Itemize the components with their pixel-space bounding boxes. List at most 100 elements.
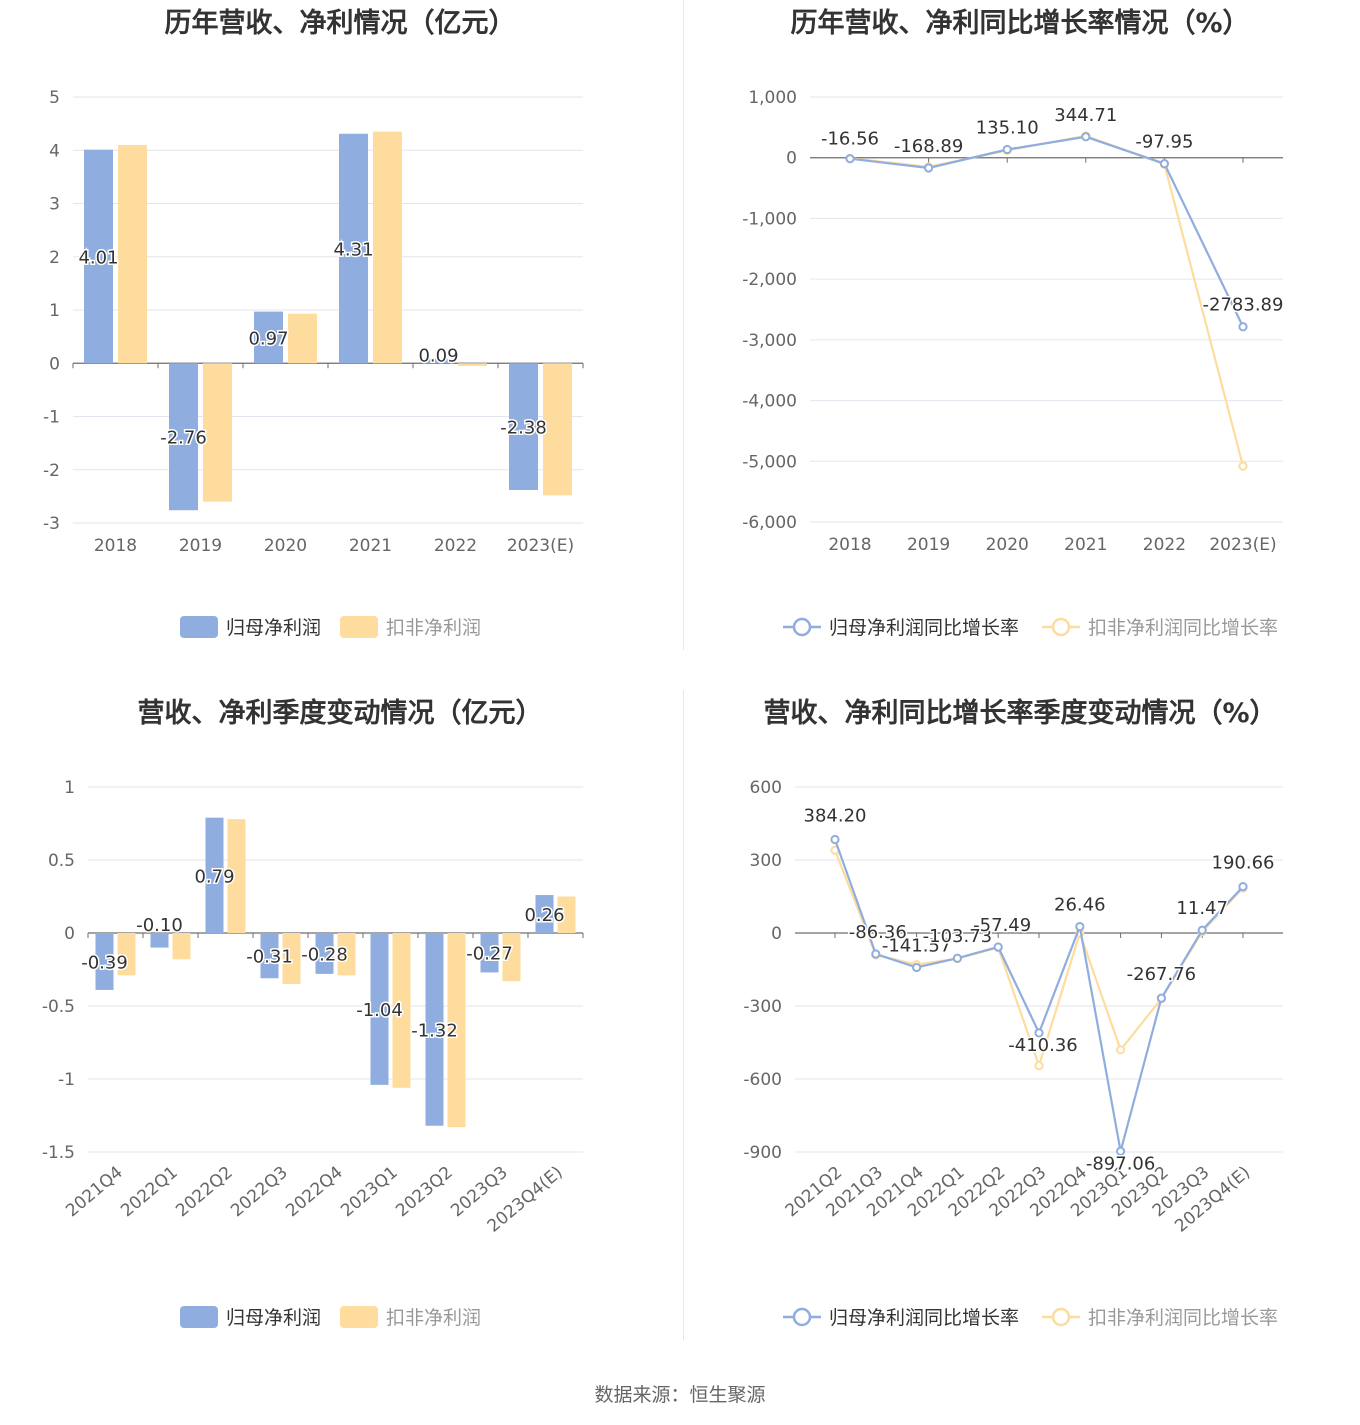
data-point xyxy=(1002,144,1012,155)
y-tick-label: -1,000 xyxy=(742,209,797,229)
legend-swatch xyxy=(180,1306,218,1328)
y-tick-label: 0 xyxy=(49,354,60,374)
series-line xyxy=(849,135,1244,328)
bar-value-label: 0.97 xyxy=(248,328,288,349)
data-point xyxy=(1159,159,1169,169)
x-tick-label: 2021 xyxy=(1064,535,1107,555)
y-tick-label: 3 xyxy=(49,195,60,215)
legend-label: 归母净利润同比增长率 xyxy=(829,1307,1019,1329)
bar-deducted-net-profit xyxy=(543,363,572,496)
point-value-label: 11.47 xyxy=(1176,898,1228,919)
legend-marker xyxy=(792,617,812,637)
legend-item[interactable]: 扣非净利润同比增长率 xyxy=(1042,617,1278,639)
data-point xyxy=(1034,1028,1044,1038)
data-point xyxy=(830,834,840,845)
series-line xyxy=(849,134,1245,467)
x-tick-label: 2020 xyxy=(986,535,1029,555)
y-tick-label: 0 xyxy=(786,149,797,169)
y-tick-label: 2 xyxy=(49,248,60,268)
y-tick-label: -3,000 xyxy=(742,331,797,351)
bar-parent-net-profit xyxy=(169,363,198,511)
x-tick-label: 2023Q1 xyxy=(337,1163,402,1222)
bar-value-label: 4.31 xyxy=(333,239,373,260)
bar-value-label: -0.39 xyxy=(81,952,128,973)
bar-deducted-net-profit xyxy=(458,363,487,366)
x-tick-label: 2022Q2 xyxy=(172,1163,237,1222)
bar-deducted-net-profit xyxy=(373,131,402,364)
data-point xyxy=(924,163,934,173)
y-tick-label: 1 xyxy=(49,301,60,321)
data-point xyxy=(1116,1146,1126,1156)
legend-item[interactable]: 归母净利润同比增长率 xyxy=(783,1307,1019,1329)
bar-parent-net-profit xyxy=(425,933,444,1126)
point-value-label: -168.89 xyxy=(894,136,963,157)
bar-deducted-net-profit xyxy=(203,363,232,502)
y-tick-label: -5,000 xyxy=(742,452,797,472)
bar-parent-net-profit xyxy=(260,933,279,979)
point-value-label: -103.73 xyxy=(923,926,992,947)
bar-deducted-net-profit xyxy=(288,313,317,364)
chart-title: 营收、净利同比增长率季度变动情况（%） xyxy=(763,697,1276,729)
bar-deducted-net-profit xyxy=(447,933,466,1128)
bar-value-label: 0.26 xyxy=(524,905,564,926)
bar-deducted-net-profit xyxy=(557,896,576,933)
legend-label: 扣非净利润同比增长率 xyxy=(1088,617,1278,639)
legend-item[interactable]: 扣非净利润 xyxy=(340,616,481,639)
y-tick-label: -300 xyxy=(743,997,782,1017)
data-point xyxy=(1116,1045,1126,1055)
y-tick-label: -900 xyxy=(743,1143,782,1163)
data-point xyxy=(1238,322,1248,332)
point-value-label: -897.06 xyxy=(1086,1153,1155,1174)
data-point xyxy=(1238,461,1248,471)
bar-value-label: -0.31 xyxy=(246,947,293,968)
y-tick-label: 600 xyxy=(750,778,782,798)
y-tick-label: -0.5 xyxy=(42,997,75,1017)
legend-swatch xyxy=(340,1306,378,1328)
data-point xyxy=(1034,1061,1044,1071)
x-tick-label: 2023(E) xyxy=(1209,535,1276,555)
bar-deducted-net-profit xyxy=(502,933,521,982)
annual-profit-chart: 历年营收、净利情况（亿元） -3 -2 -1 0 1 2 3 4 5 2018 2019 2020 202… xyxy=(43,7,584,639)
quarterly-profit-chart: 营收、净利季度变动情况（亿元）-1.5-1-0.500.512021Q42022… xyxy=(42,697,584,1329)
y-tick-label: 5 xyxy=(49,88,60,108)
data-point xyxy=(871,949,881,959)
legend-item[interactable]: 扣非净利润 xyxy=(340,1306,481,1329)
legend-item[interactable]: 归母净利润 xyxy=(180,1306,321,1329)
data-point xyxy=(845,154,855,164)
point-value-label: 135.10 xyxy=(976,118,1039,139)
data-point xyxy=(1156,993,1166,1003)
y-tick-label: 300 xyxy=(750,851,782,871)
bar-parent-net-profit xyxy=(480,933,499,973)
bar-parent-net-profit xyxy=(339,133,368,364)
x-tick-label: 2022Q1 xyxy=(117,1163,182,1222)
legend-label: 归母净利润 xyxy=(226,1307,321,1329)
bar-value-label: 0.79 xyxy=(194,866,234,887)
y-tick-label: -2,000 xyxy=(742,270,797,290)
data-point xyxy=(993,942,1003,952)
data-point xyxy=(1075,921,1085,932)
data-point xyxy=(952,953,962,963)
legend-label: 归母净利润同比增长率 xyxy=(829,617,1019,639)
bar-value-label: -1.32 xyxy=(411,1020,458,1041)
bar-parent-net-profit xyxy=(254,311,283,364)
legend-item[interactable]: 归母净利润同比增长率 xyxy=(783,617,1019,639)
chart-title: 历年营收、净利情况（亿元） xyxy=(165,7,516,39)
legend-item[interactable]: 归母净利润 xyxy=(180,616,321,639)
x-tick-label: 2022Q3 xyxy=(227,1163,292,1222)
bar-parent-net-profit xyxy=(315,933,334,974)
x-tick-label: 2022Q4 xyxy=(282,1163,347,1222)
data-source-note: 数据来源：恒生聚源 xyxy=(594,1384,766,1406)
x-tick-label: 2020 xyxy=(264,536,307,556)
bar-deducted-net-profit xyxy=(392,933,411,1088)
x-tick-label: 2023(E) xyxy=(507,536,574,556)
bar-value-label: -1.04 xyxy=(356,1000,403,1021)
y-tick-label: -600 xyxy=(743,1070,782,1090)
point-value-label: 384.20 xyxy=(804,806,867,827)
legend-marker xyxy=(792,1307,812,1327)
legend-item[interactable]: 扣非净利润同比增长率 xyxy=(1042,1307,1278,1329)
y-tick-label: 0 xyxy=(64,924,75,944)
x-tick-label: 2022 xyxy=(1143,535,1186,555)
y-tick-label: -1.5 xyxy=(42,1143,75,1163)
panel-annual-profit: 历年营收、净利情况（亿元） -3 -2 -1 0 1 2 3 4 5 2018 2019 2020 202… xyxy=(0,0,680,690)
panel-annual-growth: 历年营收、净利同比增长率情况（%） -6,000 -5,000 -4,000 -3,00… xyxy=(680,0,1360,690)
